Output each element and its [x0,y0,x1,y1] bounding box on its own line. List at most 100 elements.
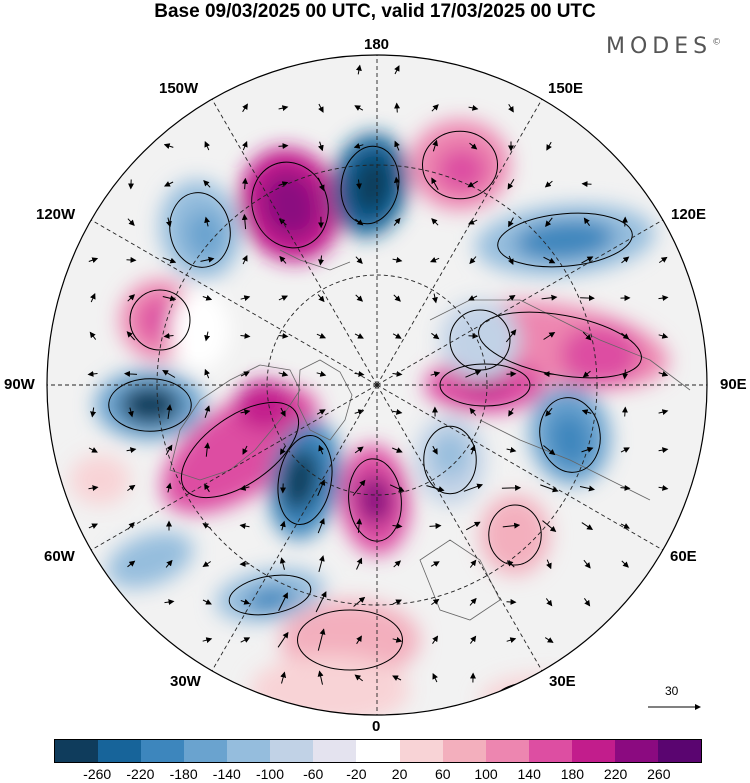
wind-vector-arrow [240,295,251,302]
wind-vector-arrow [583,559,591,569]
contour-line [539,397,601,473]
wind-vector-arrow [278,332,289,339]
wind-vector-arrow [622,369,629,380]
meridian-line [90,219,378,386]
colorbar-swatch [356,740,400,762]
wind-vector-arrow [546,141,552,151]
anomaly-region [480,675,600,715]
wind-vector-arrow [429,522,442,529]
colorbar-swatch [141,740,185,762]
wind-vector-arrow [163,332,174,339]
wind-vector-arrow [431,332,440,340]
modes-logo: MODES© [606,34,721,59]
wind-vector-arrow [431,598,440,606]
wind-vector-arrow [354,105,364,111]
latitude-circle [266,274,488,496]
wind-vector-arrow [658,409,669,416]
contour-line [497,212,633,268]
wind-vector-arrow [316,370,327,377]
wind-vector-arrow [621,560,629,568]
wind-vector-arrow [127,407,134,418]
wind-vector-arrow [501,484,522,491]
wind-vector-arrow [239,523,250,530]
wind-vector-arrow [621,332,630,340]
wind-vector-arrow [127,484,136,492]
colorbar-swatch [98,740,142,762]
north-america-coast [169,364,301,481]
contour-line [251,161,329,249]
wind-vector-arrow [465,521,481,531]
wind-vector-arrow [430,561,440,567]
wind-vector-arrow [317,141,324,152]
wind-vector-arrow [432,635,439,644]
wind-vector-arrow [431,293,438,304]
wind-vector-arrow [204,368,210,379]
wind-vector-arrow [507,294,516,301]
wind-vector-arrow [355,218,364,226]
wind-vector-arrow [431,177,439,190]
anomaly-region [549,412,591,468]
wind-vector-arrow [583,598,591,607]
anomaly-region [120,385,180,425]
wind-vector-arrow [621,256,630,264]
lon-label-60e: 60E [670,548,697,565]
wind-vector-arrow [278,218,287,226]
wind-vector-arrow [542,520,557,533]
wind-vector-arrow [88,257,99,264]
anomaly-region [184,210,226,260]
wind-vector-arrow [356,635,362,645]
wind-vector-arrow [202,599,212,605]
anomaly-region [480,495,550,575]
wind-vector-arrow [659,256,668,264]
colorbar-tick-label: -100 [255,766,285,782]
lon-label-180: 180 [364,36,390,53]
lon-label-30e: 30E [549,673,576,690]
lon-label-150w: 150W [159,80,199,97]
colorbar-tick-label: -260 [83,766,112,782]
wind-vector-arrow [279,255,287,264]
wind-vector-arrow [204,405,211,418]
contour-line [297,609,403,671]
colorbar-swatch [614,740,658,762]
wind-vector-arrow [546,559,552,570]
wind-vector-arrow [658,370,669,377]
map-boundary [46,54,708,716]
wind-vector-arrow [394,102,401,113]
wind-vector-arrow [544,637,554,643]
wind-vector-arrow [545,407,553,417]
wind-vector-arrow [126,256,137,263]
wind-vector-arrow [540,484,559,493]
wind-vector-arrow [90,407,97,418]
wind-vector-arrow [581,409,592,416]
anomaly-region [356,475,394,525]
wind-vector-arrow [240,637,251,643]
wind-vector-arrow [393,294,401,302]
wind-vector-arrow [508,255,514,266]
wind-vector-arrow [165,217,172,228]
wind-vector-arrow [317,517,325,534]
wind-vector-arrow [432,672,438,683]
anomaly-region [170,290,230,370]
lon-label-30w: 30W [170,673,201,690]
wind-vector-arrow [431,104,439,112]
wind-vector-arrow [389,484,405,492]
wind-vector-arrow [88,523,99,529]
wind-vector-arrow [278,295,289,301]
anomaly-region [245,587,295,613]
wind-vector-arrow [508,407,514,417]
contour-line [169,192,231,268]
wind-vector-arrow [242,445,248,455]
wind-vector-arrow [426,485,445,492]
wind-vector-arrow [124,370,138,377]
wind-vector-arrow [204,483,210,493]
wind-vector-arrow [316,409,326,415]
colorbar-swatch [528,740,572,762]
wind-vector-arrow [467,219,478,225]
wind-vector-arrow [242,177,249,190]
wind-vector-arrow [240,409,251,416]
asia-coast [479,419,651,501]
wind-vector-arrow [469,635,477,644]
wind-vector-arrow [543,256,556,264]
contour-lines [108,130,642,715]
wind-vector-arrow [240,371,250,377]
